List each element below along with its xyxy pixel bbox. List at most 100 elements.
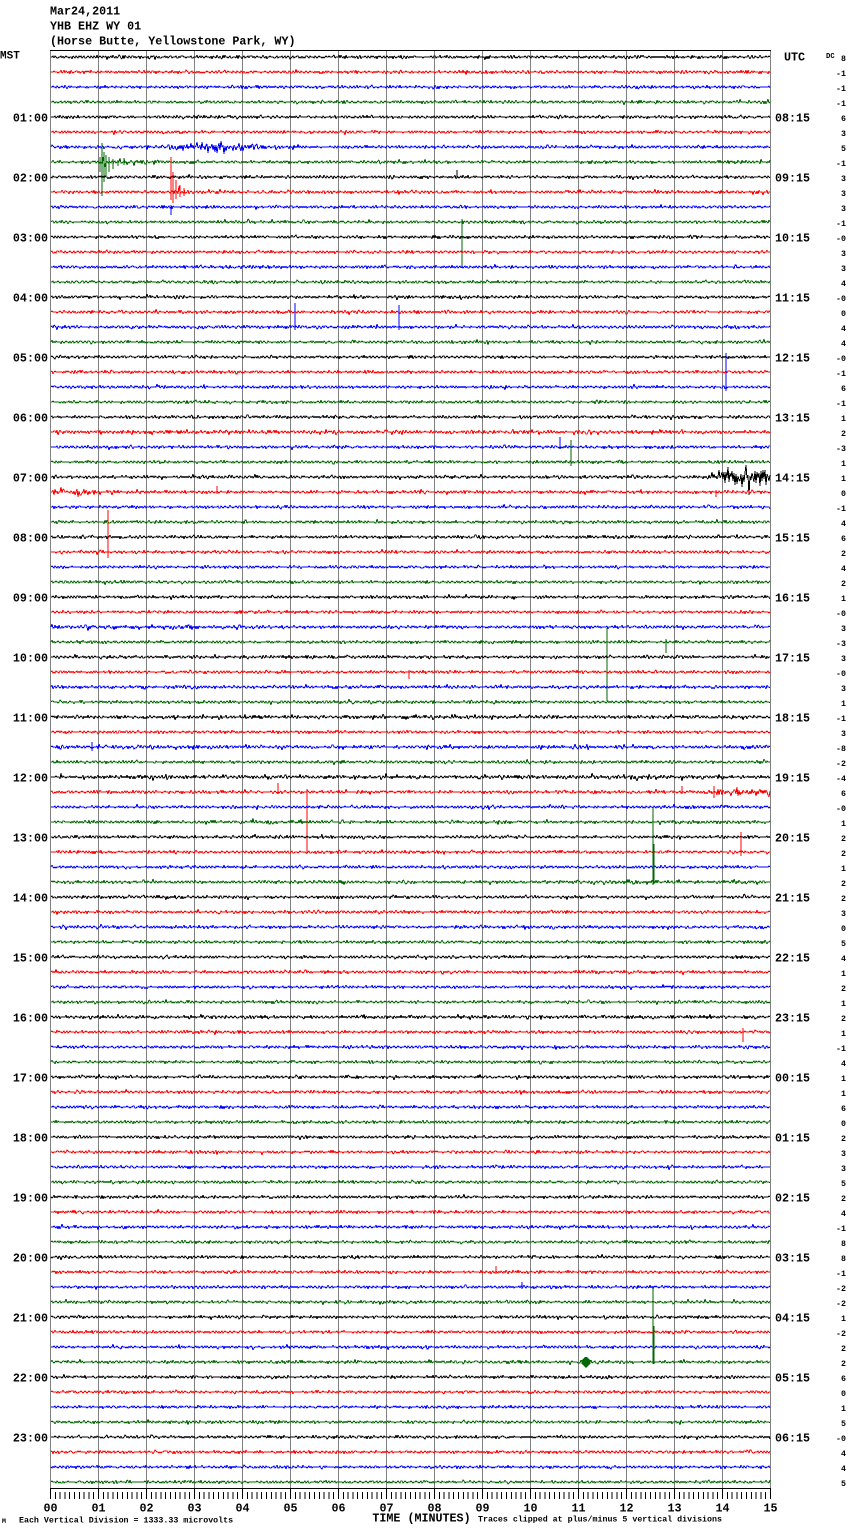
svg-text:-1: -1 bbox=[836, 160, 846, 169]
svg-text:1: 1 bbox=[841, 1000, 846, 1009]
svg-text:19:15: 19:15 bbox=[775, 772, 810, 786]
svg-text:-0: -0 bbox=[836, 355, 846, 364]
svg-text:01:00: 01:00 bbox=[13, 111, 48, 125]
svg-text:15:15: 15:15 bbox=[775, 532, 810, 546]
svg-text:8: 8 bbox=[841, 55, 846, 64]
svg-text:10:15: 10:15 bbox=[775, 232, 810, 246]
svg-text:1: 1 bbox=[841, 460, 846, 469]
svg-text:4: 4 bbox=[841, 520, 846, 529]
svg-text:00: 00 bbox=[43, 1502, 57, 1516]
svg-text:2: 2 bbox=[841, 1195, 846, 1204]
svg-text:01:15: 01:15 bbox=[775, 1132, 810, 1146]
svg-text:YHB EHZ WY 01: YHB EHZ WY 01 bbox=[50, 20, 141, 34]
svg-text:2: 2 bbox=[841, 1015, 846, 1024]
svg-text:UTC: UTC bbox=[784, 51, 805, 65]
svg-text:5: 5 bbox=[841, 1180, 846, 1189]
svg-text:16:00: 16:00 bbox=[13, 1011, 48, 1025]
svg-text:23:00: 23:00 bbox=[13, 1431, 48, 1445]
svg-text:-0: -0 bbox=[836, 670, 846, 679]
svg-text:01: 01 bbox=[91, 1502, 105, 1516]
svg-text:8: 8 bbox=[841, 1255, 846, 1264]
svg-text:Traces clipped at plus/minus 5: Traces clipped at plus/minus 5 vertical … bbox=[478, 1515, 722, 1525]
svg-text:-1: -1 bbox=[836, 400, 846, 409]
svg-text:0: 0 bbox=[841, 310, 846, 319]
svg-text:18:15: 18:15 bbox=[775, 712, 810, 726]
svg-text:3: 3 bbox=[841, 910, 846, 919]
svg-text:-1: -1 bbox=[836, 1045, 846, 1054]
svg-text:10: 10 bbox=[523, 1502, 537, 1516]
svg-text:-0: -0 bbox=[836, 1435, 846, 1444]
svg-text:3: 3 bbox=[841, 190, 846, 199]
svg-text:21:00: 21:00 bbox=[13, 1311, 48, 1325]
svg-text:1: 1 bbox=[841, 415, 846, 424]
svg-text:15: 15 bbox=[763, 1502, 777, 1516]
svg-text:4: 4 bbox=[841, 340, 846, 349]
svg-text:5: 5 bbox=[841, 145, 846, 154]
svg-text:15:00: 15:00 bbox=[13, 951, 48, 965]
svg-text:1: 1 bbox=[841, 1405, 846, 1414]
svg-text:1: 1 bbox=[841, 595, 846, 604]
svg-text:05:00: 05:00 bbox=[13, 351, 48, 365]
svg-text:04:00: 04:00 bbox=[13, 291, 48, 305]
svg-text:2: 2 bbox=[841, 1360, 846, 1369]
svg-text:3: 3 bbox=[841, 175, 846, 184]
svg-text:6: 6 bbox=[841, 1375, 846, 1384]
svg-text:4: 4 bbox=[841, 955, 846, 964]
svg-text:11:15: 11:15 bbox=[775, 292, 810, 306]
svg-text:2: 2 bbox=[841, 550, 846, 559]
svg-text:4: 4 bbox=[841, 325, 846, 334]
svg-text:6: 6 bbox=[841, 790, 846, 799]
svg-text:09:15: 09:15 bbox=[775, 172, 810, 186]
svg-text:09: 09 bbox=[475, 1502, 489, 1516]
svg-text:0: 0 bbox=[841, 925, 846, 934]
svg-text:3: 3 bbox=[841, 250, 846, 259]
svg-text:6: 6 bbox=[841, 1105, 846, 1114]
svg-text:-0: -0 bbox=[836, 295, 846, 304]
svg-text:3: 3 bbox=[841, 265, 846, 274]
svg-text:07:00: 07:00 bbox=[13, 471, 48, 485]
svg-text:-0: -0 bbox=[836, 805, 846, 814]
svg-text:MST: MST bbox=[0, 51, 20, 63]
svg-text:3: 3 bbox=[841, 1150, 846, 1159]
svg-text:4: 4 bbox=[841, 1450, 846, 1459]
svg-text:06: 06 bbox=[331, 1502, 345, 1516]
svg-text:6: 6 bbox=[841, 535, 846, 544]
svg-text:8: 8 bbox=[841, 1240, 846, 1249]
svg-text:5: 5 bbox=[841, 940, 846, 949]
svg-text:13:00: 13:00 bbox=[13, 831, 48, 845]
svg-text:13: 13 bbox=[667, 1502, 681, 1516]
svg-text:05:15: 05:15 bbox=[775, 1372, 810, 1386]
svg-text:-0: -0 bbox=[836, 610, 846, 619]
svg-text:16:15: 16:15 bbox=[775, 592, 810, 606]
svg-text:-1: -1 bbox=[836, 1270, 846, 1279]
svg-text:11: 11 bbox=[571, 1502, 585, 1516]
svg-text:02: 02 bbox=[139, 1502, 153, 1516]
svg-text:04: 04 bbox=[235, 1502, 249, 1516]
svg-text:-8: -8 bbox=[836, 745, 846, 754]
svg-text:-1: -1 bbox=[836, 1225, 846, 1234]
svg-text:2: 2 bbox=[841, 895, 846, 904]
svg-text:1: 1 bbox=[841, 475, 846, 484]
svg-text:02:00: 02:00 bbox=[13, 171, 48, 185]
svg-text:5: 5 bbox=[841, 1420, 846, 1429]
svg-text:3: 3 bbox=[841, 625, 846, 634]
svg-text:3: 3 bbox=[841, 730, 846, 739]
svg-text:23:15: 23:15 bbox=[775, 1012, 810, 1026]
svg-text:(Horse Butte, Yellowstone Park: (Horse Butte, Yellowstone Park, WY) bbox=[50, 35, 295, 49]
svg-text:14:00: 14:00 bbox=[13, 891, 48, 905]
svg-text:6: 6 bbox=[841, 385, 846, 394]
svg-text:-4: -4 bbox=[836, 775, 846, 784]
svg-text:-1: -1 bbox=[836, 100, 846, 109]
svg-text:2: 2 bbox=[841, 1135, 846, 1144]
svg-text:-1: -1 bbox=[836, 70, 846, 79]
svg-text:09:00: 09:00 bbox=[13, 591, 48, 605]
svg-text:3: 3 bbox=[841, 205, 846, 214]
svg-text:Mar24,2011: Mar24,2011 bbox=[50, 5, 120, 19]
svg-text:4: 4 bbox=[841, 280, 846, 289]
svg-text:2: 2 bbox=[841, 430, 846, 439]
svg-text:-2: -2 bbox=[836, 760, 846, 769]
svg-text:14:15: 14:15 bbox=[775, 472, 810, 486]
svg-text:04:15: 04:15 bbox=[775, 1312, 810, 1326]
svg-text:17:15: 17:15 bbox=[775, 652, 810, 666]
svg-text:03: 03 bbox=[187, 1502, 201, 1516]
